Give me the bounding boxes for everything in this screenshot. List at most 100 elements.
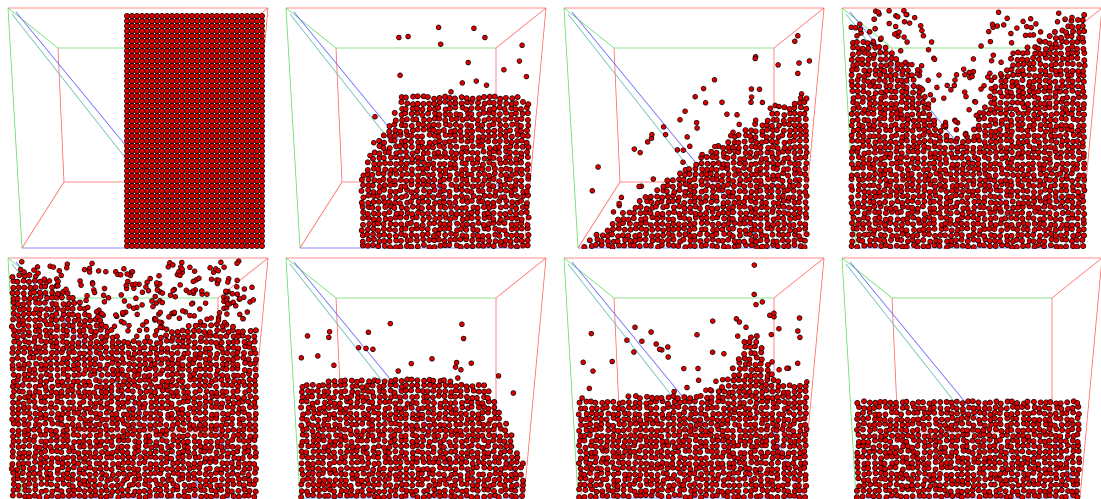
particle bbox=[204, 93, 210, 99]
particle bbox=[129, 23, 135, 29]
particle bbox=[768, 188, 775, 194]
particle bbox=[931, 160, 938, 166]
particle bbox=[70, 349, 77, 356]
particle bbox=[435, 128, 442, 135]
particle bbox=[229, 83, 235, 89]
particle bbox=[392, 233, 399, 239]
particle bbox=[497, 127, 504, 134]
particle bbox=[779, 183, 786, 190]
particle bbox=[124, 68, 130, 74]
particle bbox=[204, 178, 210, 184]
particle bbox=[1041, 215, 1048, 222]
particle bbox=[244, 163, 250, 169]
particle bbox=[948, 144, 955, 151]
particle bbox=[259, 23, 265, 29]
particle bbox=[249, 233, 255, 239]
particle bbox=[25, 487, 32, 494]
particle bbox=[952, 221, 959, 228]
particle bbox=[219, 233, 225, 239]
particle bbox=[883, 56, 889, 62]
particle bbox=[239, 218, 245, 224]
particle bbox=[420, 144, 427, 151]
particle bbox=[239, 73, 245, 79]
particle bbox=[787, 144, 794, 151]
particle bbox=[1019, 237, 1025, 244]
particle bbox=[520, 132, 526, 139]
fluid-particles bbox=[8, 258, 259, 499]
particle bbox=[1035, 115, 1042, 122]
particle bbox=[1020, 200, 1027, 207]
particle bbox=[9, 416, 16, 423]
particle bbox=[159, 33, 165, 39]
particle bbox=[124, 78, 130, 84]
spray-particle bbox=[397, 72, 403, 79]
spray-particle bbox=[914, 67, 921, 73]
particle bbox=[524, 237, 531, 244]
particle bbox=[747, 133, 754, 140]
particle bbox=[14, 466, 21, 473]
particle bbox=[381, 182, 388, 189]
particle bbox=[42, 399, 48, 405]
particle bbox=[124, 88, 130, 94]
depth-edge-tl bbox=[285, 7, 337, 49]
particle bbox=[234, 188, 240, 194]
particle bbox=[229, 218, 235, 224]
particle bbox=[169, 188, 175, 194]
particle bbox=[474, 177, 481, 184]
particle bbox=[174, 153, 180, 159]
particle bbox=[1058, 34, 1064, 41]
particle bbox=[54, 466, 61, 473]
particle bbox=[204, 53, 210, 59]
particle bbox=[1063, 231, 1070, 237]
particle bbox=[214, 123, 220, 129]
particle bbox=[209, 68, 215, 74]
spray-particle bbox=[970, 68, 977, 75]
particle bbox=[1037, 122, 1044, 129]
particle bbox=[524, 132, 531, 139]
particle bbox=[380, 176, 387, 183]
spray-particle bbox=[756, 86, 763, 93]
particle bbox=[174, 13, 180, 19]
particle bbox=[987, 220, 994, 227]
particle bbox=[854, 82, 861, 89]
particle bbox=[124, 238, 130, 244]
particle bbox=[154, 193, 160, 199]
particle bbox=[1062, 116, 1069, 123]
particle bbox=[139, 163, 145, 169]
particle bbox=[244, 128, 250, 134]
particle bbox=[1059, 210, 1066, 216]
particle bbox=[159, 123, 165, 129]
particle bbox=[914, 238, 921, 245]
particle bbox=[680, 236, 687, 243]
particle bbox=[708, 199, 715, 205]
particle bbox=[463, 194, 470, 201]
particle bbox=[81, 350, 88, 357]
particle bbox=[244, 198, 250, 204]
particle bbox=[26, 493, 33, 499]
particle bbox=[204, 133, 210, 139]
particle bbox=[457, 128, 464, 135]
particle bbox=[764, 126, 771, 133]
particle bbox=[204, 28, 210, 34]
particle bbox=[259, 213, 265, 219]
particle bbox=[893, 233, 900, 240]
particle bbox=[975, 165, 982, 172]
particle bbox=[25, 421, 32, 428]
particle bbox=[1079, 35, 1086, 41]
particle bbox=[219, 113, 225, 119]
particle bbox=[860, 88, 867, 95]
particle bbox=[365, 192, 372, 199]
particle bbox=[1081, 11, 1088, 18]
particle bbox=[64, 454, 71, 461]
particle bbox=[751, 222, 758, 228]
particle bbox=[229, 43, 235, 49]
particle bbox=[219, 238, 225, 244]
particle bbox=[848, 111, 855, 117]
particle bbox=[1018, 232, 1025, 239]
particle bbox=[244, 218, 250, 224]
particle bbox=[871, 61, 878, 68]
particle bbox=[254, 18, 260, 24]
spray-particle bbox=[792, 38, 798, 45]
particle bbox=[997, 99, 1004, 106]
particle bbox=[1081, 57, 1088, 64]
